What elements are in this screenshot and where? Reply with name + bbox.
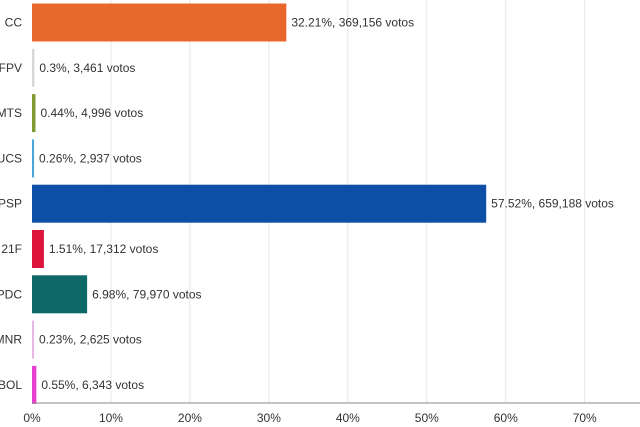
bar-fpv[interactable] [32, 48, 35, 87]
data-label-mts: 0.44%, 4,996 votos [40, 106, 143, 120]
x-tick-label: 30% [257, 411, 281, 425]
bar-mts[interactable] [32, 94, 36, 133]
category-label-ucs: UCS [0, 151, 22, 165]
x-axis-tick-labels: 0% 10% 20% 30% 40% 50% 60% 70% [23, 411, 597, 425]
data-label-pdc: 6.98%, 79,970 votos [92, 287, 201, 301]
data-label-bol: 0.55%, 6,343 votos [41, 378, 144, 392]
bars [32, 3, 487, 404]
x-tick-label: 10% [99, 411, 123, 425]
data-label-cc: 32.21%, 369,156 votos [291, 16, 414, 30]
category-labels: CC FPV MTS UCS PSP 21F PDC MNR BOL [0, 16, 22, 392]
category-label-bol: BOL [0, 378, 22, 392]
x-tick-label: 20% [178, 411, 202, 425]
category-label-fpv: FPV [0, 61, 22, 75]
bar-cc[interactable] [32, 3, 287, 42]
category-label-mts: MTS [0, 106, 22, 120]
bar-bol[interactable] [32, 365, 37, 404]
data-labels: 32.21%, 369,156 votos 0.3%, 3,461 votos 0.… [39, 16, 614, 392]
data-label-mnr: 0.23%, 2,625 votos [39, 333, 142, 347]
x-tick-label: 60% [494, 411, 518, 425]
bar-21f[interactable] [32, 230, 44, 268]
x-tick-label: 70% [573, 411, 597, 425]
x-tick-label: 0% [23, 411, 41, 425]
category-label-pdc: PDC [0, 287, 22, 301]
category-label-21f: 21F [1, 242, 22, 256]
data-label-fpv: 0.3%, 3,461 votos [39, 61, 135, 75]
x-tick-label: 50% [415, 411, 439, 425]
category-label-mnr: MNR [0, 333, 22, 347]
data-label-21f: 1.51%, 17,312 votos [49, 242, 158, 256]
bar-mnr[interactable] [32, 320, 34, 359]
data-label-psp: 57.52%, 659,188 votos [491, 197, 614, 211]
category-label-cc: CC [5, 16, 23, 30]
bar-ucs[interactable] [32, 139, 35, 178]
category-label-psp: PSP [0, 197, 22, 211]
bar-pdc[interactable] [32, 275, 88, 314]
data-label-ucs: 0.26%, 2,937 votos [39, 151, 142, 165]
bar-psp[interactable] [32, 184, 487, 223]
x-tick-label: 40% [336, 411, 360, 425]
